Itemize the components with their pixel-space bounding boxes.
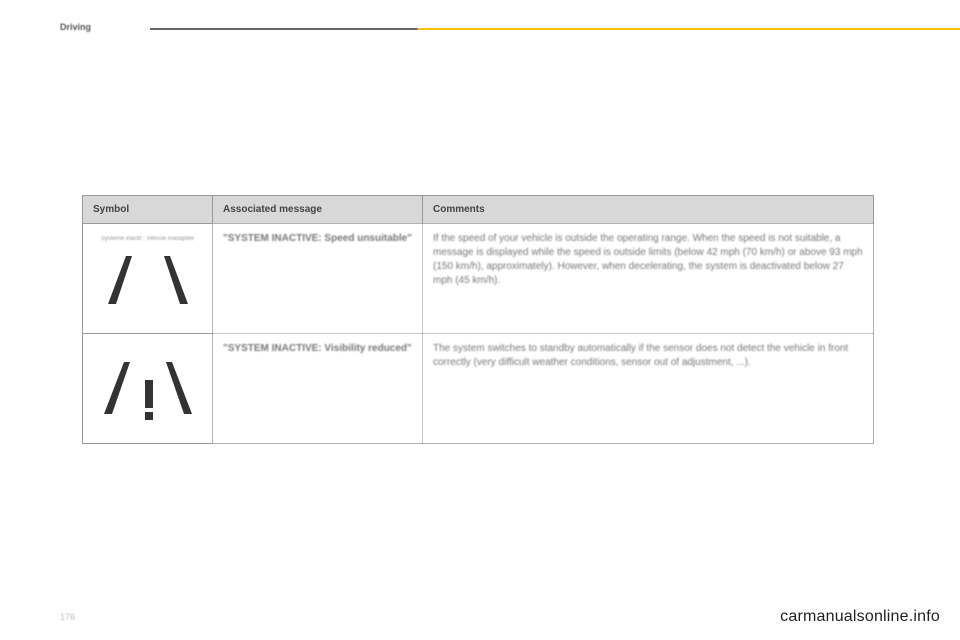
lanes-icon (94, 242, 202, 318)
page-number: 176 (60, 612, 75, 622)
message-cell: "SYSTEM INACTIVE: Speed unsuitable" (213, 224, 423, 334)
top-rule (150, 28, 960, 30)
watermark: carmanualsonline.info (780, 608, 940, 626)
lanes-exclaim-icon (94, 340, 202, 432)
comment-cell: The system switches to standby automatic… (423, 334, 874, 444)
header-message: Associated message (213, 196, 423, 224)
header-symbol: Symbol (83, 196, 213, 224)
message-cell: "SYSTEM INACTIVE: Visibility reduced" (213, 334, 423, 444)
symbol-caption: Système inactif : Vitesse inadaptée (94, 230, 202, 242)
section-header: Driving (60, 22, 91, 32)
comment-cell: If the speed of your vehicle is outside … (423, 224, 874, 334)
table: Symbol Associated message Comments Systè… (82, 195, 874, 444)
symbol-lanes-exclaim (94, 340, 202, 432)
messages-table: Symbol Associated message Comments Systè… (82, 195, 874, 444)
header-comments: Comments (423, 196, 874, 224)
symbol-cell (83, 334, 213, 444)
table-row: Système inactif : Vitesse inadaptée "SYS… (83, 224, 874, 334)
symbol-cell: Système inactif : Vitesse inadaptée (83, 224, 213, 334)
symbol-lanes: Système inactif : Vitesse inadaptée (94, 230, 202, 322)
table-header-row: Symbol Associated message Comments (83, 196, 874, 224)
table-row: "SYSTEM INACTIVE: Visibility reduced" Th… (83, 334, 874, 444)
